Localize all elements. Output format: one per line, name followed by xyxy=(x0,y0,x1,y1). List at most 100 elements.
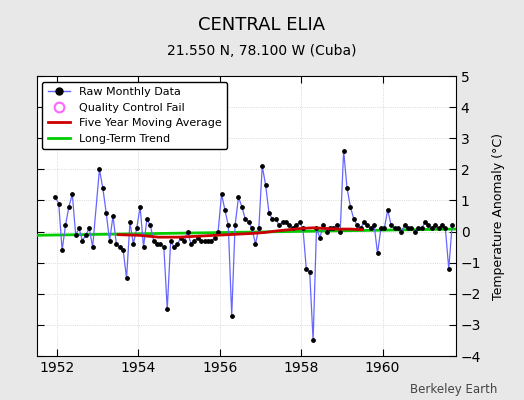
Point xyxy=(65,204,73,210)
Point xyxy=(380,225,388,232)
Point xyxy=(404,225,412,232)
Point xyxy=(373,250,381,256)
Point xyxy=(190,238,199,244)
Point xyxy=(126,219,134,226)
Point xyxy=(438,222,446,228)
Point xyxy=(448,222,456,228)
Point xyxy=(434,225,443,232)
Point xyxy=(61,222,70,228)
Point xyxy=(309,337,318,344)
Point xyxy=(296,219,304,226)
Point xyxy=(299,225,307,232)
Point xyxy=(282,219,290,226)
Point xyxy=(431,222,440,228)
Point xyxy=(143,216,151,222)
Point xyxy=(221,206,229,213)
Point xyxy=(329,225,337,232)
Text: Berkeley Earth: Berkeley Earth xyxy=(410,383,498,396)
Point xyxy=(245,219,253,226)
Point xyxy=(133,225,141,232)
Point xyxy=(418,225,426,232)
Point xyxy=(271,216,280,222)
Point xyxy=(421,219,429,226)
Point xyxy=(153,241,161,247)
Point xyxy=(217,191,226,198)
Point xyxy=(261,182,270,188)
Point xyxy=(238,204,246,210)
Point xyxy=(160,244,168,250)
Point xyxy=(268,216,277,222)
Point xyxy=(292,222,300,228)
Point xyxy=(75,225,83,232)
Point xyxy=(85,225,93,232)
Point xyxy=(180,238,189,244)
Point xyxy=(255,225,263,232)
Point xyxy=(112,241,121,247)
Point xyxy=(224,222,233,228)
Point xyxy=(319,222,328,228)
Legend: Raw Monthly Data, Quality Control Fail, Five Year Moving Average, Long-Term Tren: Raw Monthly Data, Quality Control Fail, … xyxy=(42,82,227,149)
Point xyxy=(289,225,297,232)
Point xyxy=(315,234,324,241)
Point xyxy=(248,225,256,232)
Point xyxy=(278,219,287,226)
Point xyxy=(207,238,215,244)
Point xyxy=(333,222,341,228)
Point xyxy=(129,241,137,247)
Point xyxy=(183,228,192,235)
Point xyxy=(167,238,175,244)
Point xyxy=(356,225,365,232)
Point xyxy=(363,222,372,228)
Point xyxy=(285,222,293,228)
Point xyxy=(340,148,348,154)
Point xyxy=(444,266,453,272)
Point xyxy=(227,312,236,319)
Point xyxy=(99,185,107,191)
Point xyxy=(82,232,90,238)
Point xyxy=(170,244,178,250)
Point xyxy=(322,228,331,235)
Point xyxy=(258,163,266,170)
Point xyxy=(428,225,436,232)
Point xyxy=(326,225,334,232)
Point xyxy=(275,222,283,228)
Point xyxy=(119,247,127,254)
Point xyxy=(136,204,144,210)
Point xyxy=(95,166,104,172)
Point xyxy=(156,241,165,247)
Point xyxy=(360,219,368,226)
Point xyxy=(193,234,202,241)
Point xyxy=(211,234,219,241)
Point xyxy=(51,194,60,200)
Point xyxy=(149,238,158,244)
Point xyxy=(187,241,195,247)
Point xyxy=(312,225,321,232)
Point xyxy=(109,213,117,219)
Point xyxy=(367,225,375,232)
Point xyxy=(424,222,433,228)
Point xyxy=(54,200,63,207)
Point xyxy=(173,241,182,247)
Point xyxy=(251,241,259,247)
Point xyxy=(407,225,416,232)
Point xyxy=(346,204,355,210)
Point xyxy=(231,222,239,228)
Point xyxy=(78,238,86,244)
Point xyxy=(387,222,395,228)
Point xyxy=(350,216,358,222)
Point xyxy=(305,269,314,275)
Point xyxy=(197,238,205,244)
Point xyxy=(343,185,351,191)
Point xyxy=(163,306,171,312)
Point xyxy=(68,191,77,198)
Point xyxy=(370,222,378,228)
Point xyxy=(234,194,243,200)
Point xyxy=(336,228,344,235)
Text: 21.550 N, 78.100 W (Cuba): 21.550 N, 78.100 W (Cuba) xyxy=(167,44,357,58)
Point xyxy=(122,275,130,282)
Point xyxy=(204,238,212,244)
Point xyxy=(214,228,222,235)
Point xyxy=(146,222,155,228)
Point xyxy=(265,210,273,216)
Point xyxy=(400,222,409,228)
